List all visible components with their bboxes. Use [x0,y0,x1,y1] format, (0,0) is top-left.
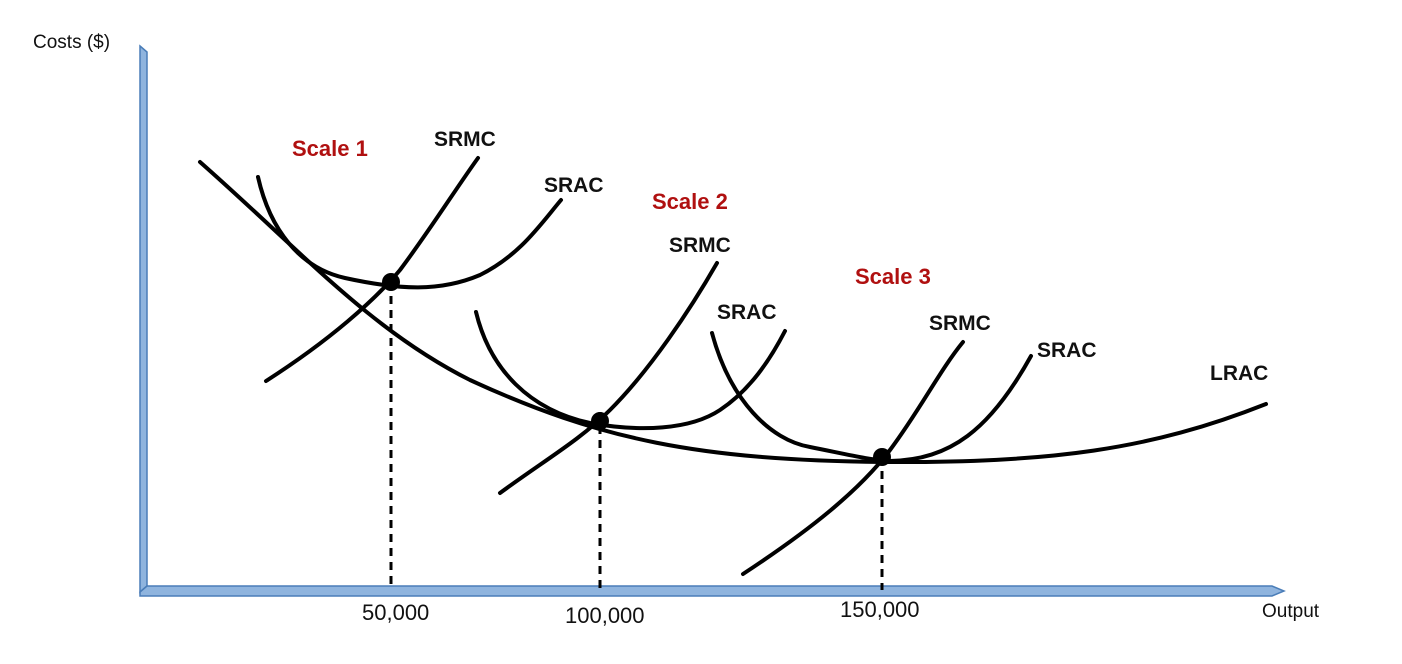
srmc-curve-scale-1 [264,156,480,383]
scale-label-3: Scale 3 [855,264,931,289]
tick-label-50000: 50,000 [362,600,429,625]
srac-curve-scale-2 [474,310,787,431]
scale-label-2: Scale 2 [652,189,728,214]
srmc-label-scale-3: SRMC [929,312,991,335]
tangency-point-scale-1 [382,273,400,291]
tick-label-150000: 150,000 [840,597,920,622]
srmc-label-scale-2: SRMC [669,234,731,257]
y-axis [139,44,148,594]
lrac-curve [198,160,1268,465]
axes [139,44,1286,597]
scale-label-1: Scale 1 [292,136,368,161]
lrac-label: LRAC [1210,362,1268,385]
x-axis-label: Output [1262,601,1320,622]
srac-label-scale-3: SRAC [1037,339,1097,362]
srac-curve-scale-3 [710,331,1033,464]
srac-curve-scale-1 [256,175,563,290]
srac-label-scale-1: SRAC [544,174,604,197]
srmc-curve-scale-2 [498,261,719,495]
tangency-point-scale-3 [873,448,891,466]
tangency-point-scale-2 [591,412,609,430]
tick-label-100000: 100,000 [565,603,645,628]
y-axis-label: Costs ($) [33,32,110,53]
srmc-label-scale-1: SRMC [434,128,496,151]
srmc-curve-scale-3 [741,340,965,576]
x-axis [139,585,1286,597]
srac-label-scale-2: SRAC [717,301,777,324]
